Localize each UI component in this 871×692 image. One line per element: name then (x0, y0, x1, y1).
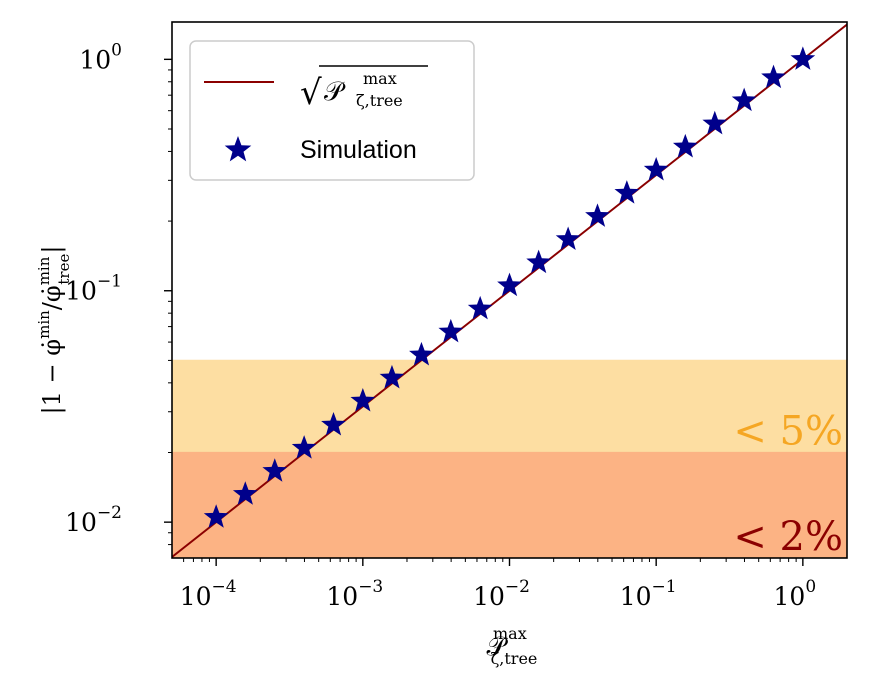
simulation-point (232, 481, 258, 505)
band-2pct-label: < 2% (733, 514, 843, 560)
y-tick-label: 10−1 (65, 272, 122, 306)
simulation-point (379, 364, 405, 389)
simulation-point (585, 203, 610, 227)
y-tick-label: 100 (79, 40, 122, 74)
simulation-point (467, 295, 493, 320)
legend-box (189, 40, 475, 181)
simulation-point (321, 411, 346, 436)
simulation-point (761, 64, 786, 89)
simulation-point (291, 435, 317, 459)
legend-simulation-label: Simulation (300, 136, 417, 164)
svg-text:ζ,tree: ζ,tree (356, 91, 403, 110)
band-2pct (172, 452, 847, 558)
simulation-point (555, 226, 581, 250)
legend-sqrt-label: √ 𝒫 max ζ,tree (300, 65, 428, 113)
simulation-point (672, 133, 698, 158)
simulation-point (731, 87, 757, 112)
simulation-point (350, 387, 376, 412)
x-tick-label: 10−2 (473, 577, 530, 611)
simulation-point (702, 110, 728, 135)
band-5pct-label: < 5% (733, 408, 843, 454)
x-tick-label: 10−4 (180, 577, 237, 611)
simulation-point (262, 458, 288, 482)
legend-star-icon (224, 136, 252, 162)
x-tick-label: 100 (774, 577, 817, 611)
x-axis-label: 𝒫 max ζ,tree (486, 616, 537, 668)
simulation-point (614, 180, 640, 204)
simulation-point (526, 249, 551, 274)
simulation-point (203, 504, 229, 528)
simulation-point (438, 318, 464, 343)
y-tick-label: 10−2 (65, 503, 122, 537)
x-tick-label: 10−3 (326, 577, 383, 611)
simulation-point (497, 272, 522, 297)
band-5pct (172, 360, 847, 453)
legend: √ 𝒫 max ζ,tree Simulation (189, 40, 475, 181)
simulation-point (643, 156, 669, 181)
y-axis-label: |1 − φ̇min/φ̇min tree| (35, 246, 73, 415)
svg-text:𝒫: 𝒫 (324, 77, 346, 107)
simulation-point (790, 46, 816, 70)
simulation-point (409, 341, 434, 366)
x-tick-label: 10−1 (620, 577, 677, 611)
svg-text:max: max (363, 69, 397, 88)
svg-text:√: √ (300, 73, 322, 113)
